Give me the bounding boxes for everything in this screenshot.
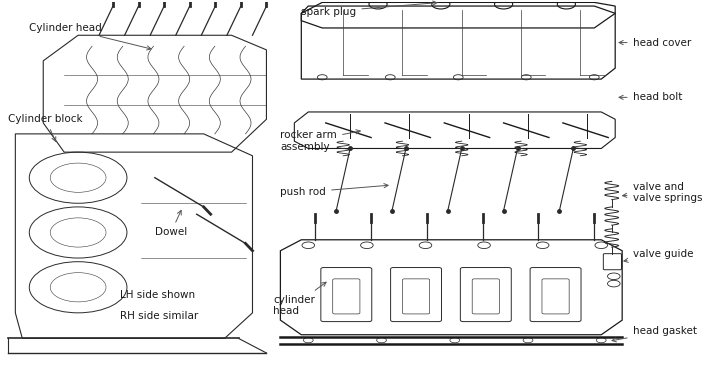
Text: valve guide: valve guide [624, 249, 693, 262]
Text: Cylinder block: Cylinder block [9, 114, 83, 141]
Text: Dowel: Dowel [155, 210, 187, 238]
Text: head cover: head cover [619, 38, 691, 48]
Text: RH side similar: RH side similar [120, 311, 198, 321]
Text: head bolt: head bolt [619, 92, 682, 102]
Text: head gasket: head gasket [612, 326, 697, 342]
Text: valve and
valve springs: valve and valve springs [622, 182, 702, 203]
Text: LH side shown: LH side shown [120, 290, 195, 300]
Text: cylinder
head: cylinder head [273, 282, 326, 316]
Text: spark plug: spark plug [301, 1, 437, 17]
Text: Cylinder head: Cylinder head [29, 23, 151, 50]
Text: push rod: push rod [280, 184, 388, 197]
Text: rocker arm
assembly: rocker arm assembly [280, 130, 361, 152]
